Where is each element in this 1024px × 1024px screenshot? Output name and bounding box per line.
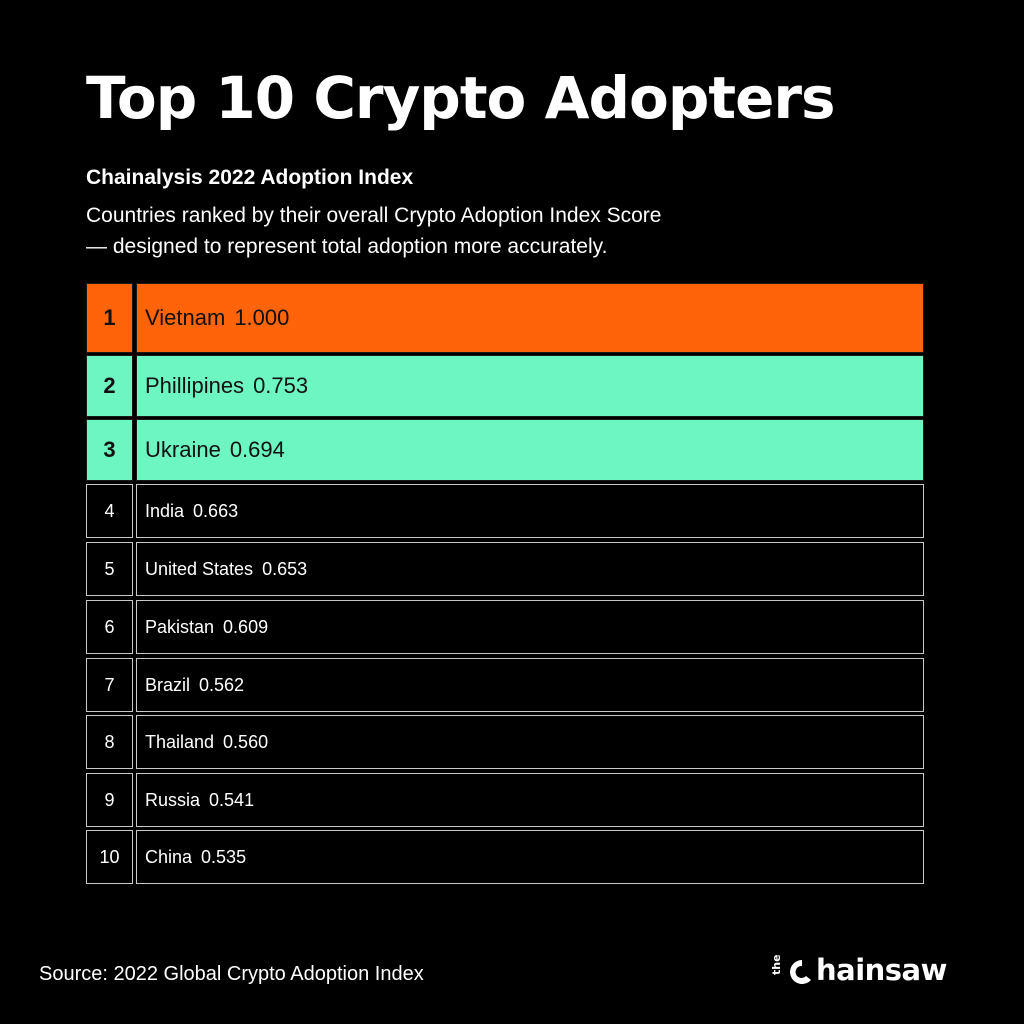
table-row: 3 Ukraine 0.694 (86, 419, 924, 481)
svg-text:hainsaw: hainsaw (816, 953, 947, 987)
table-row: 10 China 0.535 (86, 830, 924, 884)
description-line-1: Countries ranked by their overall Crypto… (86, 204, 662, 227)
country-cell: Thailand 0.560 (136, 715, 924, 769)
rank-cell: 4 (86, 484, 133, 538)
country-cell: Pakistan 0.609 (136, 600, 924, 654)
table-row: 2 Phillipines 0.753 (86, 355, 924, 417)
table-row: 9 Russia 0.541 (86, 773, 924, 827)
country-cell: China 0.535 (136, 830, 924, 884)
adoption-score: 0.535 (201, 846, 247, 867)
source-note: Source: 2022 Global Crypto Adoption Inde… (39, 963, 424, 985)
rank-cell: 3 (86, 419, 133, 481)
country-name: Pakistan (145, 616, 215, 637)
country-cell: India 0.663 (136, 484, 924, 538)
rank-cell: 8 (86, 715, 133, 769)
country-name: Ukraine (145, 437, 221, 462)
country-name: United States (145, 558, 254, 579)
table-row: 7 Brazil 0.562 (86, 658, 924, 712)
description-line-2: — designed to represent total adoption m… (86, 235, 608, 258)
country-name: Phillipines (145, 373, 245, 398)
rank-cell: 5 (86, 542, 133, 596)
adoption-score: 0.753 (253, 373, 309, 398)
adoption-score: 0.560 (223, 731, 269, 752)
adoption-score: 0.562 (199, 674, 245, 695)
country-cell: Brazil 0.562 (136, 658, 924, 712)
brand-logo: the hainsaw (770, 953, 947, 987)
adoption-score: 0.609 (223, 616, 269, 637)
adoption-score: 0.541 (209, 789, 255, 810)
table-row: 4 India 0.663 (86, 484, 924, 538)
rank-cell: 9 (86, 773, 133, 827)
description: Countries ranked by their overall Crypto… (86, 200, 661, 262)
country-cell: Russia 0.541 (136, 773, 924, 827)
country-name: Brazil (145, 674, 191, 695)
rank-cell: 10 (86, 830, 133, 884)
subtitle: Chainalysis 2022 Adoption Index (86, 166, 414, 189)
table-row: 5 United States 0.653 (86, 542, 924, 596)
country-name: China (145, 846, 193, 867)
adoption-score: 0.663 (193, 500, 239, 521)
country-cell: Phillipines 0.753 (136, 355, 924, 417)
country-cell: Vietnam 1.000 (136, 283, 924, 353)
adoption-score: 0.653 (262, 558, 308, 579)
country-name: Vietnam (145, 305, 226, 330)
country-name: Russia (145, 789, 201, 810)
adoption-score: 0.694 (229, 437, 285, 462)
table-row: 1 Vietnam 1.000 (86, 283, 924, 353)
rank-cell: 1 (86, 283, 133, 353)
rank-cell: 7 (86, 658, 133, 712)
adoption-score: 1.000 (234, 305, 290, 330)
table-row: 8 Thailand 0.560 (86, 715, 924, 769)
country-cell: United States 0.653 (136, 542, 924, 596)
rank-cell: 2 (86, 355, 133, 417)
page-title: Top 10 Crypto Adopters (86, 64, 836, 132)
svg-text:the: the (770, 954, 783, 975)
country-cell: Ukraine 0.694 (136, 419, 924, 481)
country-name: India (145, 500, 185, 521)
table-row: 6 Pakistan 0.609 (86, 600, 924, 654)
country-name: Thailand (145, 731, 215, 752)
rank-cell: 6 (86, 600, 133, 654)
